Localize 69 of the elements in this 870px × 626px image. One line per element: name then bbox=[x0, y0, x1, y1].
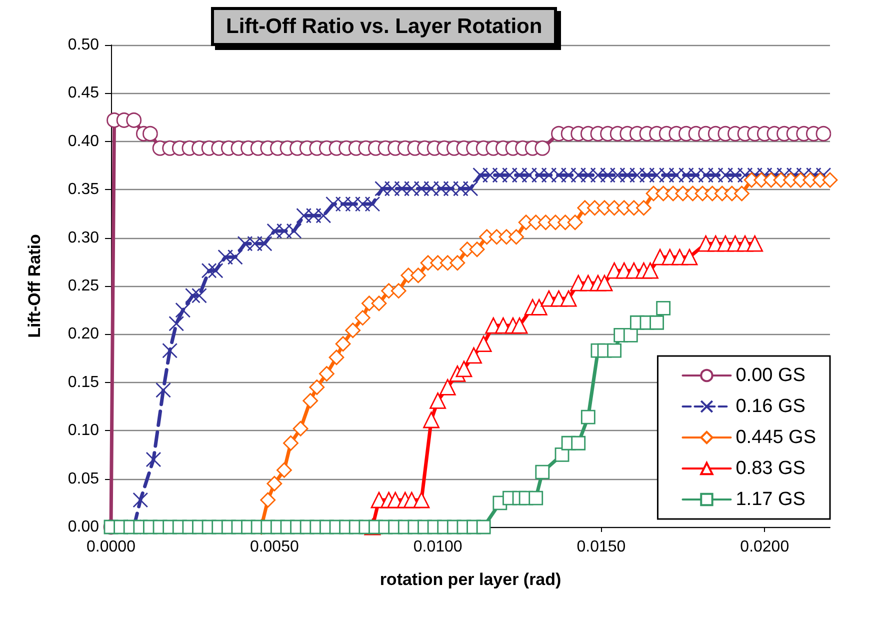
y-tick-label: 0.05 bbox=[68, 470, 100, 488]
point bbox=[511, 317, 528, 334]
y-tick-label: 0.40 bbox=[68, 132, 100, 150]
point bbox=[580, 410, 596, 424]
y-axis-title: Lift-Off Ratio bbox=[25, 234, 44, 338]
y-tick-label: 0.25 bbox=[68, 278, 100, 294]
point bbox=[596, 274, 613, 292]
legend-label: 1.17 GS bbox=[736, 489, 806, 510]
point bbox=[571, 436, 586, 450]
point bbox=[560, 290, 577, 307]
legend-label: 0.445 GS bbox=[736, 427, 816, 448]
point bbox=[476, 520, 491, 534]
legend-label: 0.16 GS bbox=[736, 396, 806, 417]
point bbox=[681, 248, 698, 266]
x-axis-title: rotation per layer (rad) bbox=[380, 570, 562, 589]
point bbox=[466, 347, 482, 364]
x-tick-label: 0.0150 bbox=[576, 538, 626, 556]
legend-label: 0.83 GS bbox=[736, 458, 806, 479]
y-tick-label: 0.20 bbox=[68, 326, 100, 343]
point bbox=[607, 343, 622, 358]
y-tick-label: 0.00 bbox=[68, 518, 100, 536]
point bbox=[475, 336, 492, 352]
point bbox=[371, 296, 387, 312]
y-tick-label: 0.15 bbox=[68, 374, 100, 391]
point bbox=[746, 235, 764, 252]
point bbox=[450, 255, 466, 271]
legend-label: 0.00 GS bbox=[736, 365, 806, 386]
point bbox=[410, 268, 426, 284]
y-tick-label: 0.45 bbox=[68, 84, 100, 102]
x-tick-label: 0.0100 bbox=[413, 538, 462, 556]
point bbox=[642, 262, 658, 279]
point bbox=[345, 322, 361, 338]
point bbox=[656, 300, 671, 316]
point bbox=[292, 420, 308, 436]
y-tick-label: 0.30 bbox=[68, 229, 100, 246]
point bbox=[390, 283, 406, 299]
point bbox=[413, 492, 430, 508]
x-tick-label: 0.0000 bbox=[86, 538, 136, 556]
y-tick-label: 0.50 bbox=[68, 36, 100, 54]
point bbox=[319, 366, 334, 382]
point bbox=[528, 490, 544, 506]
point bbox=[822, 172, 838, 188]
point bbox=[567, 214, 583, 230]
point bbox=[508, 229, 524, 245]
point bbox=[283, 435, 298, 451]
y-tick-label: 0.10 bbox=[68, 422, 100, 440]
point bbox=[302, 393, 318, 408]
point bbox=[456, 360, 472, 378]
point bbox=[636, 200, 652, 216]
point bbox=[335, 336, 351, 352]
point bbox=[309, 380, 325, 395]
point bbox=[266, 476, 282, 492]
point bbox=[650, 315, 664, 330]
point bbox=[423, 412, 440, 428]
point bbox=[328, 350, 344, 366]
point bbox=[260, 492, 276, 508]
x-tick-label: 0.0050 bbox=[250, 538, 299, 556]
point bbox=[469, 242, 485, 258]
y-tick-label: 0.35 bbox=[68, 181, 100, 198]
point bbox=[439, 379, 456, 396]
x-tick-label: 0.0200 bbox=[740, 538, 790, 556]
point bbox=[430, 392, 446, 409]
point bbox=[535, 464, 550, 480]
point bbox=[354, 310, 370, 326]
point bbox=[734, 186, 750, 202]
point bbox=[530, 299, 548, 316]
chart-title: Lift-Off Ratio vs. Layer Rotation bbox=[226, 15, 542, 38]
point bbox=[623, 328, 638, 342]
point bbox=[276, 462, 292, 478]
